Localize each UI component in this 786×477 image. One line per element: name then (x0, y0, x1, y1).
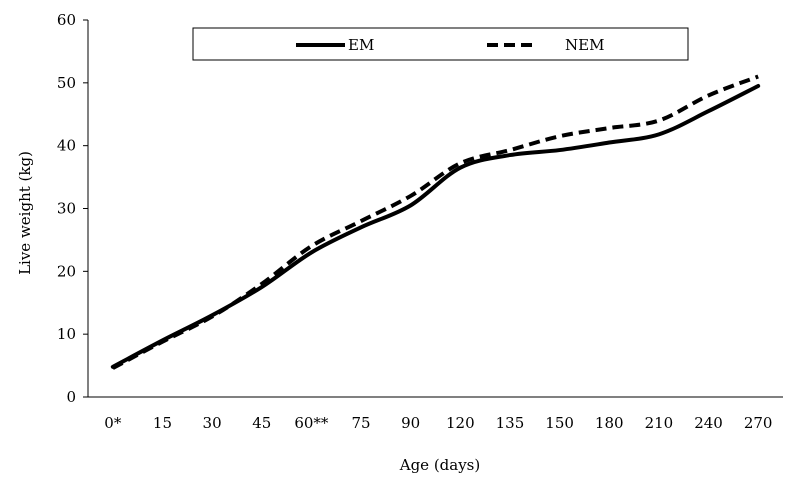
y-tick-label: 0 (66, 388, 76, 406)
x-tick-label: 135 (496, 414, 525, 432)
y-tick-label: 20 (57, 262, 76, 280)
y-tick-label: 30 (57, 200, 76, 218)
legend: EM NEM (192, 27, 689, 61)
x-tick-label: 210 (645, 414, 674, 432)
x-tick-label: 30 (203, 414, 222, 432)
x-tick-label: 45 (252, 414, 271, 432)
y-tick-label: 40 (57, 137, 76, 155)
x-tick-label: 60** (294, 414, 329, 432)
x-tick-label: 90 (401, 414, 420, 432)
y-axis-title: Live weight (kg) (16, 151, 34, 275)
legend-label-nem: NEM (565, 36, 604, 54)
legend-box (192, 27, 689, 61)
x-axis-title: Age (days) (399, 456, 481, 474)
x-tick-label: 75 (351, 414, 370, 432)
x-tick-label: 240 (694, 414, 723, 432)
series-layer (110, 74, 761, 370)
x-tick-label: 270 (744, 414, 773, 432)
series-line-em (110, 83, 761, 369)
x-tick-label: 120 (446, 414, 475, 432)
x-tick-label: 15 (153, 414, 172, 432)
x-tick-label: 150 (545, 414, 574, 432)
series-line-nem (111, 74, 759, 370)
legend-label-em: EM (348, 36, 374, 54)
y-axis: 0 10 20 30 40 50 60 (57, 11, 89, 406)
x-axis: 0* 15 30 45 60** 75 90 120 135 150 180 210 240 270 (88, 396, 783, 432)
y-tick-label: 50 (57, 74, 76, 92)
y-tick-label: 10 (57, 325, 76, 343)
x-tick-label: 180 (595, 414, 624, 432)
y-tick-label: 60 (57, 11, 76, 29)
x-tick-label: 0* (104, 414, 122, 432)
